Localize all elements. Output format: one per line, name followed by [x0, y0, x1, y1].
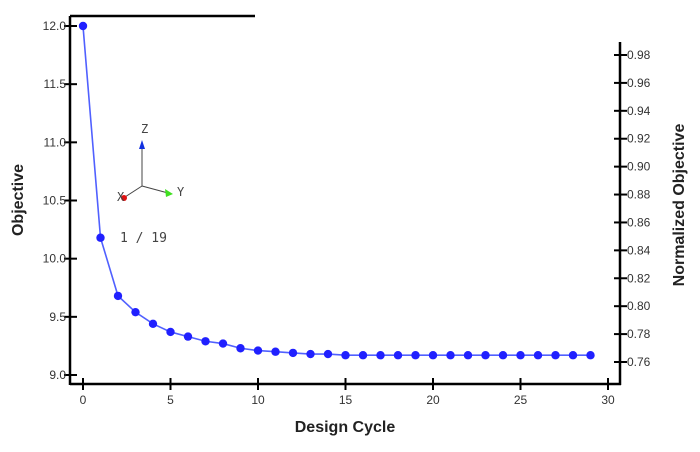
- data-point: [463, 351, 473, 360]
- y2-tick-label: 0.86: [627, 215, 651, 229]
- data-point: [183, 332, 193, 341]
- y2-tick-label: 0.78: [627, 327, 651, 341]
- x-tick-label: 20: [426, 393, 440, 407]
- frame-counter: 1 / 19: [120, 231, 167, 246]
- y2-tick-label: 0.88: [627, 188, 651, 202]
- triad-y-arrow: [165, 189, 173, 197]
- triad-x-axis: [124, 185, 143, 198]
- triad-z-arrow: [139, 140, 145, 149]
- y2-tick-label: 0.92: [627, 132, 651, 146]
- y2-axis-label: Normalized Objective: [671, 124, 688, 287]
- x-tick-label: 25: [514, 393, 528, 407]
- data-point: [236, 344, 245, 353]
- y2-tick-label: 0.98: [627, 48, 651, 62]
- data-point: [131, 307, 140, 317]
- data-point: [218, 339, 228, 348]
- data-point: [113, 291, 123, 301]
- data-point: [96, 233, 105, 242]
- data-point: [288, 348, 298, 358]
- y-tick-label: 10.0: [43, 252, 67, 266]
- y2-tick-label: 0.76: [627, 355, 651, 369]
- y-tick-label: 10.5: [43, 194, 67, 208]
- x-tick-label: 5: [167, 393, 174, 407]
- orientation-triad: Z Y X: [117, 122, 185, 204]
- data-point: [586, 351, 595, 360]
- data-point: [428, 351, 438, 360]
- y2-tick-label: 0.82: [627, 271, 651, 285]
- y-tick-label: 11.5: [44, 77, 67, 91]
- data-point: [533, 351, 543, 360]
- y-tick-label: 9.0: [49, 368, 66, 382]
- triad-y-axis: [141, 185, 169, 194]
- x-tick-label: 10: [251, 393, 265, 407]
- y-axis-label: Objective: [10, 164, 27, 236]
- data-point: [271, 347, 280, 356]
- y2-tick-label: 0.94: [627, 104, 651, 118]
- data-point: [498, 351, 508, 360]
- data-point: [393, 351, 403, 360]
- triad-y-label: Y: [177, 185, 185, 199]
- y2-tick-label: 0.96: [627, 76, 651, 90]
- y-tick-label: 11.0: [44, 135, 67, 149]
- data-point: [148, 319, 158, 329]
- triad-z-label: Z: [141, 122, 148, 136]
- data-point: [446, 351, 455, 360]
- y2-tick-label: 0.90: [627, 160, 651, 174]
- data-point: [411, 351, 420, 360]
- x-tick-label: 15: [339, 393, 353, 407]
- data-point: [306, 349, 315, 359]
- triad-x-label: X: [117, 190, 125, 204]
- data-point: [358, 351, 368, 360]
- data-point: [323, 349, 333, 359]
- data-point: [568, 351, 578, 360]
- data-point: [201, 337, 210, 346]
- y2-tick-label: 0.84: [627, 243, 651, 257]
- y-tick-label: 9.5: [49, 310, 66, 324]
- data-point: [376, 351, 385, 360]
- data-point: [166, 327, 175, 337]
- y-tick-label: 12.0: [43, 19, 67, 33]
- y2-tick-label: 0.80: [627, 299, 651, 313]
- data-point: [341, 351, 350, 360]
- x-axis-label: Design Cycle: [295, 419, 396, 436]
- data-point: [481, 351, 490, 360]
- data-point: [253, 346, 263, 355]
- data-point: [516, 351, 525, 360]
- data-point: [78, 21, 88, 31]
- x-tick-label: 30: [601, 393, 615, 407]
- x-tick-label: 0: [80, 393, 87, 407]
- data-point: [551, 351, 560, 360]
- triad-x-marker: [121, 195, 127, 201]
